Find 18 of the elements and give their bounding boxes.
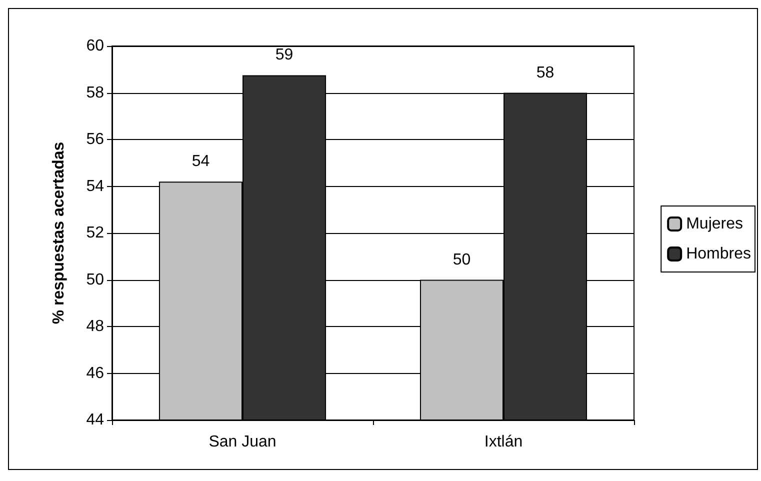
legend-label: Mujeres [686, 216, 743, 232]
data-label: 54 [192, 153, 210, 170]
y-tick-label: 60 [86, 38, 104, 54]
y-axis-title: % respuestas acertadas [50, 142, 68, 324]
y-tick-label: 44 [86, 412, 104, 428]
y-tick-label: 56 [86, 131, 104, 148]
data-label: 59 [275, 46, 294, 64]
legend-label: Hombres [686, 246, 751, 262]
y-tick-label: 46 [86, 364, 104, 382]
data-label: 58 [536, 64, 554, 82]
y-tick-label: 54 [86, 178, 104, 195]
y-tick-label: 58 [86, 84, 104, 102]
y-tick-label: 48 [86, 318, 104, 335]
data-label: 50 [452, 251, 471, 268]
x-tick-label: San Juan [208, 434, 276, 450]
x-tick-label: Ixtlán [484, 434, 523, 450]
y-tick-label: 50 [86, 271, 104, 288]
y-tick-label: 52 [86, 224, 104, 242]
